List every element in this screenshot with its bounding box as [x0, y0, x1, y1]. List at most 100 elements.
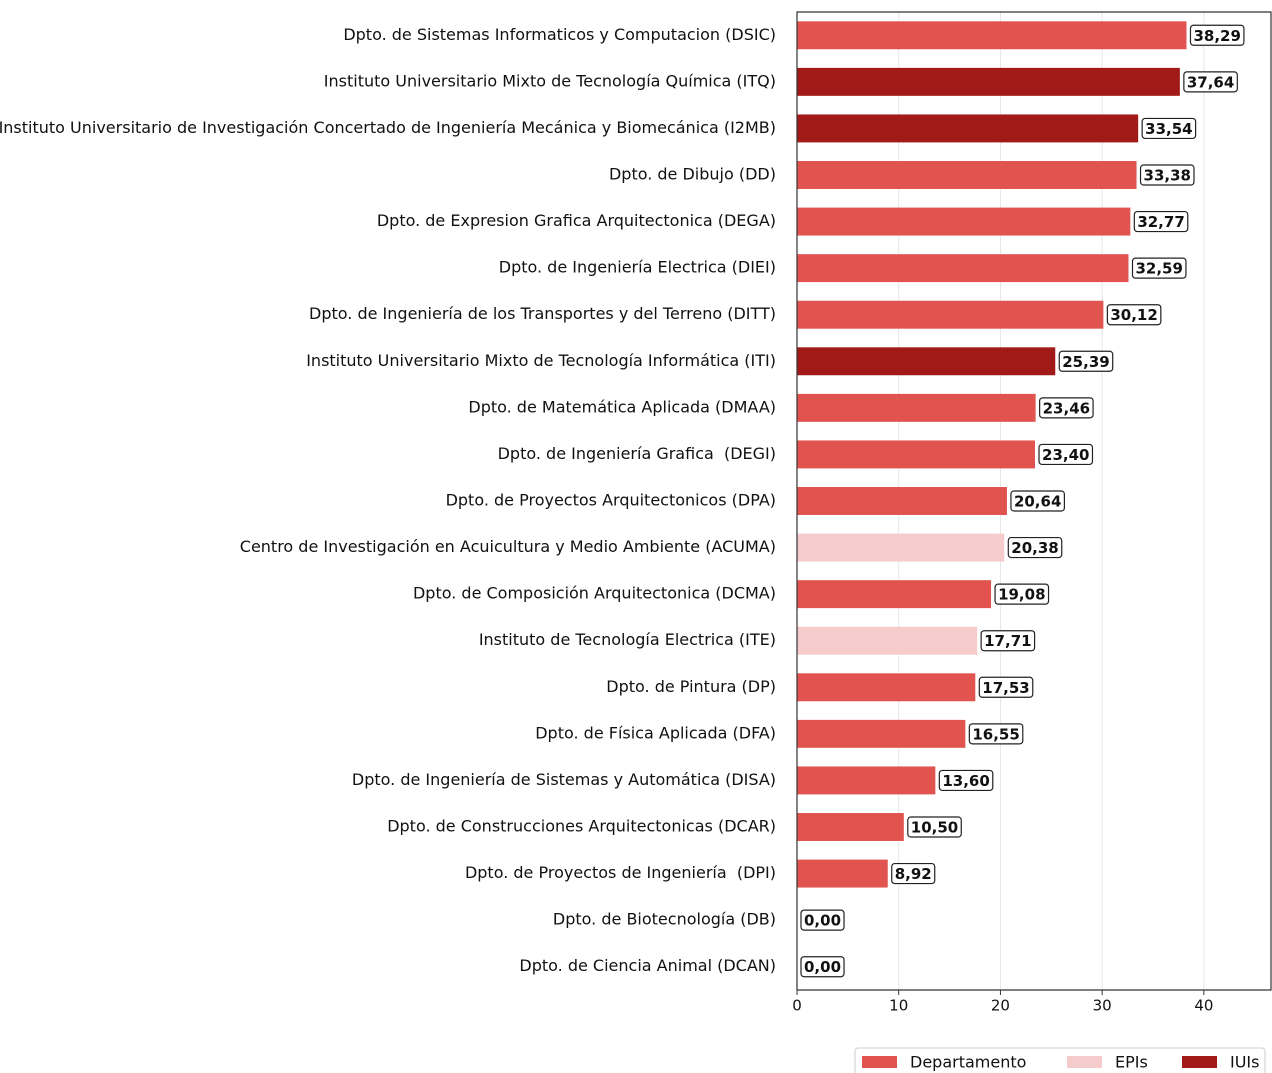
x-tick-label: 20: [991, 997, 1010, 1015]
value-label-text: 19,08: [998, 586, 1045, 604]
bar: [797, 114, 1139, 143]
value-label-box: [994, 583, 1050, 605]
bar: [797, 207, 1131, 236]
value-label-text: 17,71: [984, 632, 1031, 650]
value-label-text: 16,55: [972, 725, 1019, 743]
value-label-box: [1189, 24, 1245, 46]
y-tick-label: Dpto. de Ingeniería Grafica (DEGI): [498, 444, 776, 463]
x-tick-label: 0: [792, 997, 802, 1015]
bar: [797, 67, 1180, 96]
legend: Departamento EPIs IUIs: [854, 1047, 1266, 1073]
value-label-box: [1039, 397, 1094, 419]
value-label-text: 0,00: [804, 958, 841, 976]
value-label: 20,38: [1007, 536, 1063, 559]
value-label-text: 33,38: [1144, 167, 1191, 185]
value-label-box: [1183, 71, 1238, 93]
value-label: 25,39: [1058, 350, 1114, 372]
legend-swatch: [1067, 1056, 1102, 1068]
value-label-box: [1010, 490, 1065, 512]
axes-frame: [796, 11, 1272, 991]
bar: [797, 393, 1036, 422]
value-label-text: 23,40: [1042, 446, 1089, 464]
value-label-box: [1133, 210, 1189, 233]
bar: [797, 300, 1104, 329]
y-tick-label: Dpto. de Proyectos Arquitectonicos (DPA): [446, 491, 776, 510]
y-tick-label: Dpto. de Ingeniería de Sistemas y Automá…: [352, 770, 776, 789]
value-label: 33,54: [1141, 117, 1197, 140]
value-label-text: 25,39: [1062, 353, 1109, 371]
legend-swatch: [1182, 1056, 1217, 1068]
value-label: 23,40: [1038, 443, 1094, 466]
value-label-text: 17,53: [982, 679, 1029, 697]
legend-label: EPIs: [1115, 1053, 1148, 1072]
value-label: 38,29: [1189, 24, 1245, 46]
legend-swatch: [862, 1056, 897, 1068]
bar: [797, 440, 1036, 469]
value-label-text: 13,60: [942, 772, 989, 790]
value-label: 8,92: [891, 862, 936, 885]
value-label-box: [800, 909, 845, 931]
value-label: 16,55: [968, 723, 1024, 745]
y-tick-label: Dpto. de Proyectos de Ingeniería (DPI): [465, 863, 776, 882]
y-tick-label: Dpto. de Construcciones Arquitectonicas …: [387, 817, 776, 836]
value-label: 37,64: [1183, 71, 1238, 93]
bar: [797, 254, 1129, 283]
y-tick-label: Dpto. de Ciencia Animal (DCAN): [519, 956, 776, 975]
y-tick-label: Dpto. de Expresion Grafica Arquitectonic…: [377, 211, 776, 230]
bar: [797, 626, 978, 655]
y-tick-label: Dpto. de Dibujo (DD): [609, 165, 776, 184]
value-label: 17,53: [978, 676, 1034, 698]
value-label-box: [907, 816, 962, 838]
value-label-text: 38,29: [1193, 27, 1240, 45]
value-label-box: [1139, 164, 1195, 186]
value-label-text: 37,64: [1187, 73, 1234, 91]
y-tick-label: Instituto de Tecnología Electrica (ITE): [479, 630, 776, 649]
y-tick-label: Dpto. de Física Aplicada (DFA): [535, 723, 776, 742]
x-tick-label: 40: [1194, 997, 1213, 1015]
value-label-text: 20,38: [1011, 539, 1058, 557]
value-label-box: [891, 862, 936, 885]
y-tick-label: Dpto. de Biotecnología (DB): [553, 910, 776, 929]
bar: [797, 21, 1187, 50]
value-label: 20,64: [1010, 490, 1065, 512]
y-tick-label: Dpto. de Sistemas Informaticos y Computa…: [343, 25, 776, 44]
bar: [797, 487, 1007, 515]
value-label-text: 33,54: [1145, 120, 1192, 138]
value-label-box: [978, 676, 1034, 698]
value-label-box: [938, 769, 994, 792]
value-label-text: 20,64: [1014, 493, 1061, 511]
y-tick-label: Centro de Investigación en Acuicultura y…: [240, 537, 776, 556]
value-label-text: 0,00: [804, 912, 841, 930]
x-tick-label: 10: [889, 997, 908, 1015]
value-label-box: [968, 723, 1024, 745]
value-label: 0,00: [800, 956, 845, 978]
x-tick-label: 30: [1093, 997, 1112, 1015]
value-label-text: 10,50: [911, 819, 958, 837]
bar: [797, 859, 888, 888]
bar: [797, 580, 992, 609]
value-label: 33,38: [1139, 164, 1195, 186]
bar: [797, 813, 904, 841]
y-tick-label: Dpto. de Matemática Aplicada (DMAA): [468, 397, 776, 416]
legend-label: IUIs: [1230, 1053, 1259, 1072]
value-label: 30,12: [1106, 304, 1162, 326]
value-label: 32,77: [1133, 210, 1189, 233]
value-label-text: 8,92: [895, 865, 932, 883]
bar: [797, 766, 936, 795]
value-label-text: 23,46: [1043, 399, 1090, 417]
value-label-box: [1141, 117, 1197, 140]
value-label-box: [980, 630, 1036, 652]
value-label-box: [800, 956, 845, 978]
value-label: 17,71: [980, 630, 1036, 652]
y-tick-label: Instituto Universitario Mixto de Tecnolo…: [306, 351, 776, 370]
legend-label: Departamento: [910, 1053, 1026, 1072]
value-label-text: 32,77: [1137, 213, 1184, 231]
bar: [797, 533, 1005, 562]
value-label-text: 30,12: [1110, 306, 1157, 324]
value-label: 10,50: [907, 816, 962, 838]
value-label: 0,00: [800, 909, 845, 931]
value-label-box: [1038, 443, 1094, 466]
value-label-box: [1058, 350, 1114, 372]
bar: [797, 673, 976, 702]
